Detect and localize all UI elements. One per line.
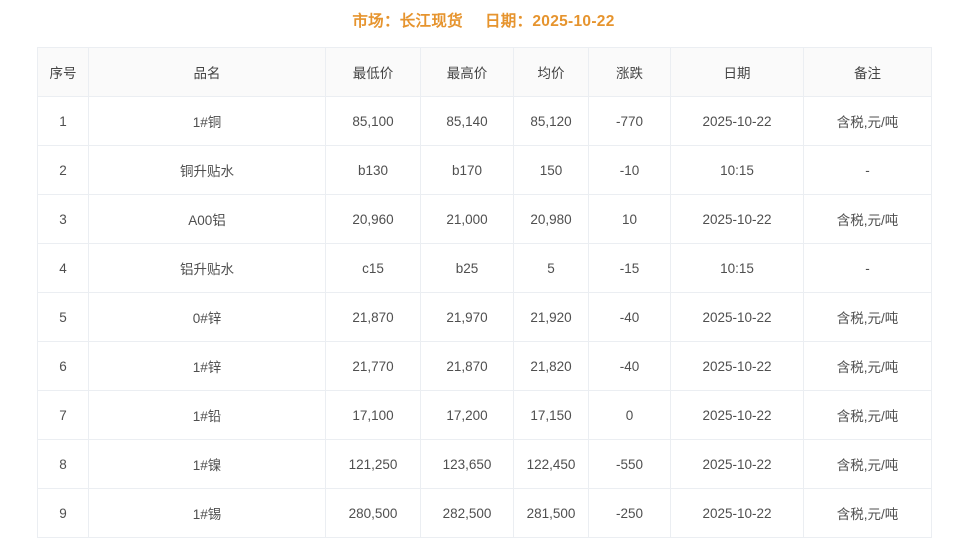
cell-low: 21,870 — [325, 292, 421, 342]
cell-note: 含税,元/吨 — [803, 341, 932, 391]
column-header-high[interactable]: 最高价 — [420, 47, 514, 97]
cell-high: 17,200 — [420, 390, 514, 440]
cell-change-down: -15 — [588, 243, 671, 293]
cell-low: 20,960 — [325, 194, 421, 244]
cell-change-down: -40 — [588, 292, 671, 342]
cell-name: 1#锡 — [88, 488, 326, 538]
cell-date: 10:15 — [670, 145, 804, 195]
cell-note: - — [803, 145, 932, 195]
cell-low: 21,770 — [325, 341, 421, 391]
cell-high: 21,000 — [420, 194, 514, 244]
cell-name: 1#铅 — [88, 390, 326, 440]
cell-name: 铝升贴水 — [88, 243, 326, 293]
cell-date: 2025-10-22 — [670, 390, 804, 440]
cell-index: 8 — [37, 439, 89, 489]
cell-high: 21,970 — [420, 292, 514, 342]
cell-avg: 150 — [513, 145, 589, 195]
table-row[interactable]: 7 1#铅 17,100 17,200 17,150 0 2025-10-22 含税,元/吨 — [37, 390, 932, 440]
cell-name: 1#锌 — [88, 341, 326, 391]
cell-change-up: 10 — [588, 194, 671, 244]
cell-index: 7 — [37, 390, 89, 440]
market-label: 市场：长江现货 — [352, 13, 463, 30]
column-header-date[interactable]: 日期 — [670, 47, 804, 97]
page-title: 市场：长江现货 日期：2025-10-22 — [0, 0, 967, 40]
cell-name: 1#镍 — [88, 439, 326, 489]
cell-index: 5 — [37, 292, 89, 342]
cell-avg: 85,120 — [513, 96, 589, 146]
cell-avg: 122,450 — [513, 439, 589, 489]
table-row[interactable]: 6 1#锌 21,770 21,870 21,820 -40 2025-10-22 含税,元/… — [37, 341, 932, 391]
cell-low: c15 — [325, 243, 421, 293]
cell-date: 10:15 — [670, 243, 804, 293]
cell-change-down: -550 — [588, 439, 671, 489]
table-row[interactable]: 9 1#锡 280,500 282,500 281,500 -250 2025-10-22 含… — [37, 488, 932, 538]
cell-note: 含税,元/吨 — [803, 439, 932, 489]
cell-note: 含税,元/吨 — [803, 96, 932, 146]
cell-index: 9 — [37, 488, 89, 538]
cell-note: 含税,元/吨 — [803, 390, 932, 440]
cell-date: 2025-10-22 — [670, 439, 804, 489]
table-row[interactable]: 8 1#镍 121,250 123,650 122,450 -550 2025-10-22 含… — [37, 439, 932, 489]
column-header-index[interactable]: 序号 — [37, 47, 89, 97]
cell-low: b130 — [325, 145, 421, 195]
cell-high: 282,500 — [420, 488, 514, 538]
column-header-name[interactable]: 品名 — [88, 47, 326, 97]
cell-date: 2025-10-22 — [670, 194, 804, 244]
cell-high: b170 — [420, 145, 514, 195]
cell-avg: 20,980 — [513, 194, 589, 244]
date-label: 日期：2025-10-22 — [484, 13, 615, 30]
cell-change-down: -10 — [588, 145, 671, 195]
cell-change-flat: 0 — [588, 390, 671, 440]
cell-change-down: -770 — [588, 96, 671, 146]
cell-avg: 21,920 — [513, 292, 589, 342]
cell-change-down: -250 — [588, 488, 671, 538]
cell-name: 铜升贴水 — [88, 145, 326, 195]
table-row[interactable]: 1 1#铜 85,100 85,140 85,120 -770 2025-10-22 含税,元… — [37, 96, 932, 146]
column-header-avg[interactable]: 均价 — [513, 47, 589, 97]
cell-name: 1#铜 — [88, 96, 326, 146]
cell-high: 85,140 — [420, 96, 514, 146]
column-header-low[interactable]: 最低价 — [325, 47, 421, 97]
table-body: 1 1#铜 85,100 85,140 85,120 -770 2025-10-22 含税,元… — [37, 96, 932, 538]
cell-date: 2025-10-22 — [670, 488, 804, 538]
cell-avg: 5 — [513, 243, 589, 293]
table-header: 序号 品名 最低价 最高价 均价 涨跌 日期 备注 — [37, 47, 932, 97]
cell-note: - — [803, 243, 932, 293]
table-row[interactable]: 5 0#锌 21,870 21,970 21,920 -40 2025-10-22 含税,元/… — [37, 292, 932, 342]
cell-low: 85,100 — [325, 96, 421, 146]
cell-date: 2025-10-22 — [670, 292, 804, 342]
cell-high: b25 — [420, 243, 514, 293]
table-row[interactable]: 2 铜升贴水 b130 b170 150 -10 10:15- — [37, 145, 932, 195]
cell-name: 0#锌 — [88, 292, 326, 342]
cell-index: 6 — [37, 341, 89, 391]
cell-note: 含税,元/吨 — [803, 292, 932, 342]
cell-low: 17,100 — [325, 390, 421, 440]
column-header-note[interactable]: 备注 — [803, 47, 932, 97]
cell-avg: 21,820 — [513, 341, 589, 391]
cell-note: 含税,元/吨 — [803, 194, 932, 244]
cell-low: 121,250 — [325, 439, 421, 489]
cell-avg: 17,150 — [513, 390, 589, 440]
cell-low: 280,500 — [325, 488, 421, 538]
cell-date: 2025-10-22 — [670, 96, 804, 146]
table-header-row: 序号 品名 最低价 最高价 均价 涨跌 日期 备注 — [37, 47, 932, 97]
table-row[interactable]: 3 A00铝 20,960 21,000 20,980 10 2025-10-22 含税,元/… — [37, 194, 932, 244]
column-header-change[interactable]: 涨跌 — [588, 47, 671, 97]
cell-date: 2025-10-22 — [670, 341, 804, 391]
spot-price-table: 序号 品名 最低价 最高价 均价 涨跌 日期 备注 1 1#铜 85,100 85,140 85,12… — [37, 47, 932, 538]
price-table-container: 序号 品名 最低价 最高价 均价 涨跌 日期 备注 1 1#铜 85,100 85,140 85,12… — [37, 47, 932, 538]
table-row[interactable]: 4 铝升贴水 c15 b25 5 -15 10:15- — [37, 243, 932, 293]
cell-high: 21,870 — [420, 341, 514, 391]
cell-avg: 281,500 — [513, 488, 589, 538]
cell-name: A00铝 — [88, 194, 326, 244]
cell-change-down: -40 — [588, 341, 671, 391]
cell-index: 3 — [37, 194, 89, 244]
cell-index: 1 — [37, 96, 89, 146]
cell-index: 2 — [37, 145, 89, 195]
cell-index: 4 — [37, 243, 89, 293]
cell-high: 123,650 — [420, 439, 514, 489]
cell-note: 含税,元/吨 — [803, 488, 932, 538]
